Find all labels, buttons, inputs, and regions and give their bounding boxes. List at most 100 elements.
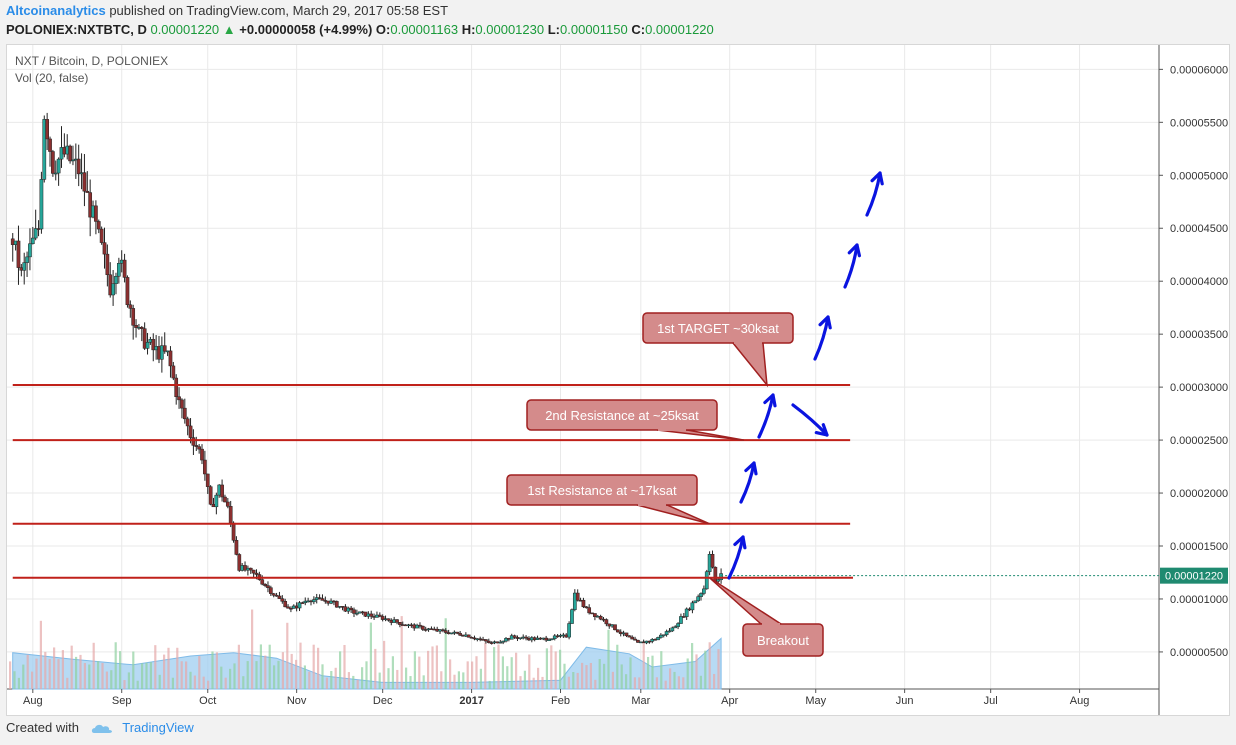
volume-bar (413, 651, 416, 689)
trend-arrow-icon (843, 243, 861, 289)
volume-bar (97, 661, 100, 689)
volume-bar (171, 677, 174, 689)
arrow-head (870, 171, 884, 186)
trend-arrow-icon (757, 393, 777, 439)
volume-bar (585, 665, 588, 689)
volume-legend: Vol (20, false) (15, 71, 89, 85)
candle-body (486, 640, 491, 643)
tradingview-link[interactable]: TradingView (122, 720, 194, 735)
volume-bar (114, 642, 117, 689)
candle-body (102, 242, 107, 255)
candle-body (51, 151, 55, 174)
candle-body (22, 262, 27, 271)
publish-header: Altcoinanalytics published on TradingVie… (6, 3, 448, 18)
candle-body (266, 585, 270, 588)
volume-bar (642, 643, 645, 689)
volume-bar (572, 672, 575, 689)
callout-text: Breakout (757, 633, 809, 648)
author-link[interactable]: Altcoinanalytics (6, 3, 106, 18)
candle-body (251, 569, 256, 574)
candle-body (71, 159, 75, 162)
volume-bar (136, 680, 139, 689)
callout-text: 2nd Resistance at ~25ksat (545, 408, 699, 423)
candle-body (312, 599, 316, 603)
volume-bar (229, 668, 232, 689)
candle-body (458, 633, 462, 636)
volume-bar (352, 675, 355, 689)
candle-body (200, 448, 204, 461)
volume-bar (53, 647, 56, 689)
volume-bar (704, 650, 707, 689)
arrow-head (814, 423, 829, 437)
volume-bar (409, 676, 412, 689)
volume-bar (484, 642, 487, 689)
price-chart[interactable]: 0.00001220 0.00006000 0.00005500 0.00005000… (7, 45, 1229, 715)
volume-bar (198, 656, 201, 689)
volume-bar (625, 674, 628, 689)
volume-bar (449, 659, 452, 689)
candle-body (283, 601, 288, 608)
candle-body (85, 190, 90, 193)
tradingview-cloud-icon (91, 724, 112, 733)
candle-body (501, 640, 505, 643)
candle-body (88, 192, 93, 218)
candle-body (56, 158, 61, 174)
x-tick-label: Jun (896, 695, 914, 707)
volume-bar (545, 648, 548, 689)
candle-body (664, 631, 669, 636)
candle-body (185, 418, 190, 427)
volume-bar (620, 664, 623, 689)
candle-body (191, 437, 196, 446)
volume-bar (501, 656, 504, 689)
volume-bar (193, 675, 196, 689)
volume-bar (479, 668, 482, 689)
volume-bar (369, 622, 372, 689)
callout-box (526, 399, 718, 431)
publish-info: published on TradingView.com, March 29, … (109, 3, 449, 18)
volume-bar (224, 677, 227, 689)
candle-body (42, 119, 47, 180)
volume-bar (673, 671, 676, 689)
trend-arrow-icon (813, 315, 832, 361)
candle-body (624, 632, 629, 636)
volume-bar (141, 663, 144, 689)
y-tick-label: 0.00000500 (1170, 647, 1228, 659)
volume-bar (356, 679, 359, 689)
callout-box (642, 312, 794, 344)
close-label: C: (631, 22, 646, 37)
chart-panel[interactable]: 0.00001220 0.00006000 0.00005500 0.00005000… (6, 44, 1230, 716)
candle-body (449, 632, 454, 635)
candle-body (418, 624, 422, 627)
volume-bar (594, 679, 597, 689)
volume-bar (264, 655, 267, 689)
candle-body (243, 565, 247, 571)
volume-bar (405, 667, 408, 689)
candle-body (225, 501, 230, 507)
volume-bar (567, 676, 570, 689)
symbol-label: POLONIEX:NXTBTC, D (6, 22, 147, 37)
candle-body (472, 637, 477, 640)
volume-bar (123, 680, 126, 689)
volume-bar (475, 656, 478, 689)
volume-bar (497, 644, 500, 689)
volume-bar (387, 668, 390, 689)
x-tick-label: Aug (1070, 695, 1090, 707)
candle-body (489, 642, 494, 644)
volume-bar (334, 667, 337, 689)
callout-box (506, 474, 698, 506)
candle-body (39, 179, 44, 230)
y-tick-label: 0.00001000 (1170, 594, 1228, 606)
volume-bar (132, 651, 135, 689)
annotation-callout: 2nd Resistance at ~25ksat (526, 399, 745, 441)
volume-bar (453, 674, 456, 689)
volume-bar (295, 659, 298, 689)
candle-body (581, 599, 586, 608)
candle-body (160, 345, 164, 360)
candle-body (168, 350, 173, 367)
candle-body (719, 573, 723, 581)
candle-body (334, 601, 339, 608)
volume-bar (510, 657, 513, 689)
candle-body (380, 616, 385, 620)
volume-bar (339, 651, 342, 689)
candle-body (386, 618, 391, 621)
